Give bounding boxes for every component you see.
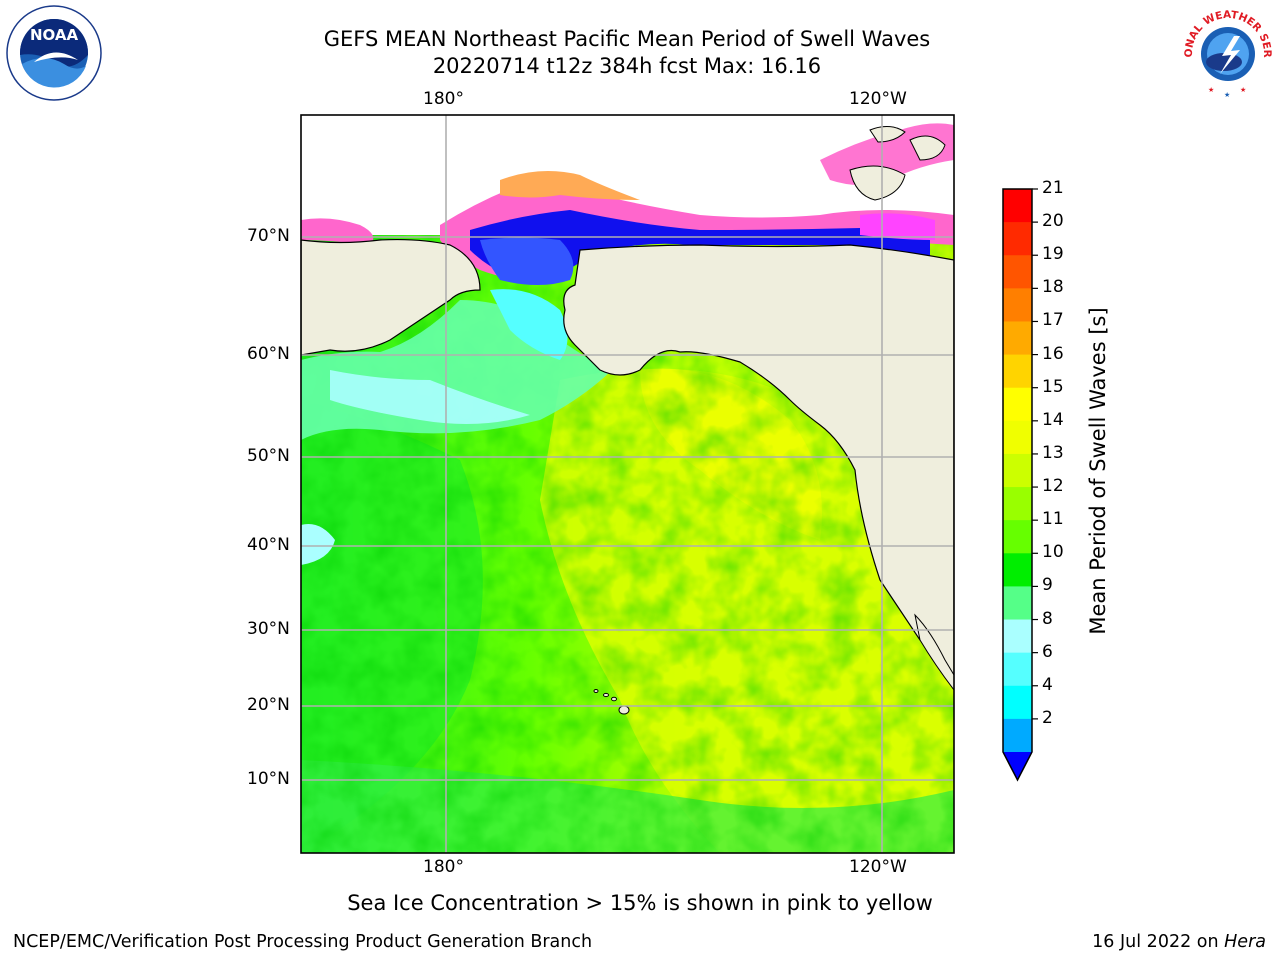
svg-text:★: ★: [1224, 91, 1230, 99]
siberia-land: [301, 238, 481, 356]
top-lon-label-180: 180°: [423, 89, 464, 109]
colorbar-block: [1003, 255, 1032, 289]
colorbar-block: [1003, 553, 1032, 587]
colorbar-block: [1003, 652, 1032, 687]
colorbar-tick-label: 2: [1042, 707, 1053, 728]
colorbar-block: [1003, 520, 1032, 554]
nws-logo: NATIONAL WEATHER SERVICE ★ ★ ★: [1178, 2, 1274, 99]
colorbar-outline: [1002, 188, 1033, 782]
colorbar-block: [1003, 453, 1032, 488]
colorbar-block: [1003, 487, 1032, 521]
lat-label-40n: 40°N: [247, 535, 290, 555]
map-gridlines: [301, 115, 954, 853]
colorbar-block: [1003, 619, 1032, 654]
colorbar-tick-label: 10: [1042, 542, 1064, 563]
colorbar-block: [1003, 189, 1032, 223]
colorbar-block: [1003, 387, 1032, 422]
colorbar-label: Mean Period of Swell Waves [s]: [1086, 307, 1110, 635]
colorbar-extend-triangle: [1003, 752, 1032, 780]
lat-label-20n: 20°N: [247, 695, 290, 715]
svg-text:★: ★: [1240, 86, 1246, 94]
colorbar-tick-label: 9: [1042, 575, 1053, 596]
colorbar-tick-label: 12: [1042, 476, 1064, 497]
map-frame: [300, 114, 955, 854]
lat-label-10n: 10°N: [247, 769, 290, 789]
chart-title: GEFS MEAN Northeast Pacific Mean Period …: [323, 27, 931, 51]
top-lon-label-120w: 120°W: [849, 89, 907, 109]
colorbar-block: [1003, 586, 1032, 621]
date-stamp: 16 Jul 2022 on Hera: [1092, 932, 1266, 952]
colorbar-block: [1003, 685, 1032, 720]
colorbar-tick-label: 20: [1042, 211, 1064, 232]
colorbar-tick-label: 19: [1042, 244, 1064, 265]
north-america-land: [563, 244, 954, 682]
lat-label-70n: 70°N: [247, 226, 290, 246]
colorbar-block: [1003, 420, 1032, 455]
colorbar-blocks: [1003, 189, 1032, 753]
noaa-logo: NOAA: [6, 5, 102, 101]
colorbar-tick-label: 13: [1042, 442, 1064, 463]
colorbar-block: [1003, 354, 1032, 389]
lat-label-50n: 50°N: [247, 446, 290, 466]
colorbar-tick-label: 8: [1042, 608, 1053, 629]
hawaii-islands: [593, 689, 630, 715]
noaa-wordmark: NOAA: [30, 26, 79, 44]
colorbar-tick-label: 4: [1042, 674, 1053, 695]
colorbar-tick-label: 21: [1042, 178, 1064, 198]
colorbar-tick-label: 16: [1042, 343, 1064, 364]
lat-label-30n: 30°N: [247, 619, 290, 639]
colorbar-block: [1003, 288, 1032, 322]
colorbar-tick-label: 11: [1042, 509, 1064, 530]
colorbar-block: [1003, 321, 1032, 356]
svg-text:★: ★: [1208, 86, 1214, 94]
bottom-lon-label-120w: 120°W: [849, 857, 907, 877]
lat-label-60n: 60°N: [247, 344, 290, 364]
sea-ice-caption: Sea Ice Concentration > 15% is shown in …: [347, 891, 933, 915]
chart-subtitle: 20220714 t12z 384h fcst Max: 16.16: [432, 54, 822, 78]
colorbar-tick-label: 15: [1042, 376, 1064, 397]
host-name: Hera: [1224, 932, 1266, 952]
date-text: 16 Jul 2022 on: [1092, 932, 1225, 952]
colorbar-tick-label: 6: [1042, 641, 1053, 662]
bottom-lon-label-180: 180°: [423, 857, 464, 877]
colorbar-block: [1003, 222, 1032, 256]
colorbar-tick-label: 14: [1042, 409, 1064, 430]
colorbar-block: [1003, 718, 1032, 753]
colorbar-tick-label: 18: [1042, 277, 1064, 298]
colorbar-tick-label: 17: [1042, 310, 1064, 331]
credit-text: NCEP/EMC/Verification Post Processing Pr…: [13, 932, 593, 952]
